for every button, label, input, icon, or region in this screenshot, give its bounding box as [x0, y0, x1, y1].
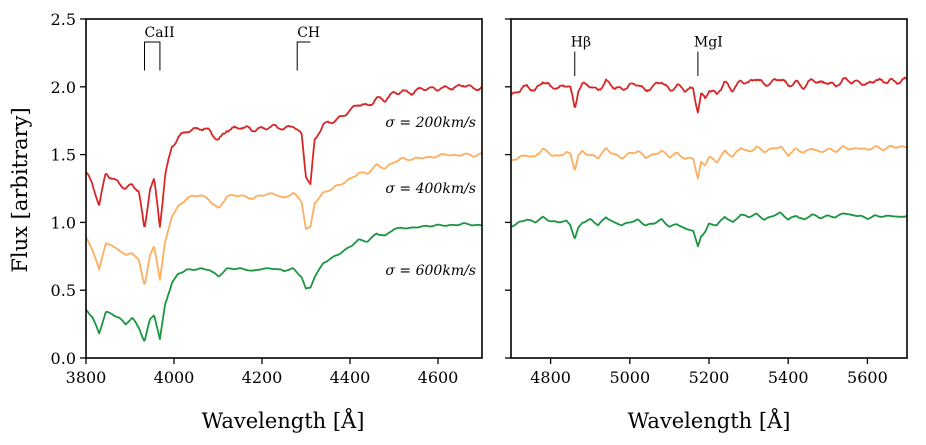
series-label-2: σ = 400km/s	[385, 181, 476, 197]
y-tick-label: 1.0	[51, 213, 76, 232]
series-line-right-3	[511, 211, 907, 248]
annotation-label: Hβ	[571, 35, 591, 51]
axes-frame	[85, 18, 483, 359]
y-tick-label: 0.0	[51, 349, 76, 368]
series-line-left-2	[86, 152, 482, 285]
annotation-label: CH	[297, 25, 320, 41]
y-tick-label: 2.0	[51, 78, 76, 97]
x-tick-label: 5000	[609, 368, 650, 387]
x-tick-label: 4400	[330, 368, 371, 387]
y-tick-label: 1.5	[51, 146, 76, 165]
series-line-right-1	[511, 76, 907, 114]
x-tick-label: 5400	[768, 368, 809, 387]
annotation-h: Hβ	[571, 35, 591, 76]
annotation-caii: CaII	[144, 25, 175, 71]
right-panel: Hβ MgI 4800 5000 5200 5400 5600	[505, 18, 908, 387]
y-tick-label: 0.5	[51, 281, 76, 300]
annotation-ch: CH	[296, 25, 320, 71]
x-tick-label: 4200	[242, 368, 283, 387]
x-tick-label: 4800	[530, 368, 571, 387]
annotation-label: MgI	[694, 35, 723, 51]
series-label-1: σ = 200km/s	[385, 115, 476, 131]
axes-frame	[510, 18, 908, 359]
y-tick-label: 2.5	[51, 10, 76, 29]
left-panel: σ = 200km/s σ = 400km/s σ = 600km/s CaII CH 3…	[51, 10, 483, 387]
series-line-left-3	[86, 222, 482, 342]
x-tick-label: 5200	[689, 368, 730, 387]
annotation-mgi: MgI	[694, 35, 723, 76]
series-line-left-1	[86, 83, 482, 228]
x-tick-label: 4600	[418, 368, 459, 387]
x-axis-label-right: Wavelength [Å]	[628, 408, 791, 433]
annotation-label: CaII	[145, 25, 175, 41]
y-axis-label: Flux [arbitrary]	[8, 107, 32, 272]
series-line-right-2	[511, 145, 907, 180]
x-tick-label: 4000	[154, 368, 195, 387]
x-tick-label: 3800	[66, 368, 107, 387]
x-axis-label-left: Wavelength [Å]	[202, 408, 365, 433]
x-tick-label: 5600	[847, 368, 888, 387]
series-label-3: σ = 600km/s	[385, 263, 476, 279]
